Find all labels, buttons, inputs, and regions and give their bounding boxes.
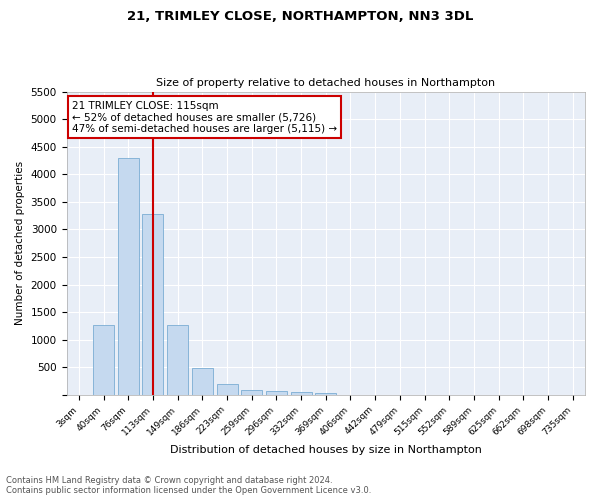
Bar bbox=[315, 392, 336, 395]
Text: Contains HM Land Registry data © Crown copyright and database right 2024.
Contai: Contains HM Land Registry data © Crown c… bbox=[6, 476, 371, 495]
Bar bbox=[241, 390, 262, 395]
Bar bbox=[290, 392, 311, 395]
Bar bbox=[118, 158, 139, 395]
Bar bbox=[192, 368, 213, 395]
Y-axis label: Number of detached properties: Number of detached properties bbox=[15, 161, 25, 326]
Bar bbox=[142, 214, 163, 395]
Bar bbox=[93, 326, 114, 395]
Bar bbox=[266, 392, 287, 395]
Bar bbox=[217, 384, 238, 395]
X-axis label: Distribution of detached houses by size in Northampton: Distribution of detached houses by size … bbox=[170, 445, 482, 455]
Text: 21 TRIMLEY CLOSE: 115sqm
← 52% of detached houses are smaller (5,726)
47% of sem: 21 TRIMLEY CLOSE: 115sqm ← 52% of detach… bbox=[72, 100, 337, 134]
Bar bbox=[167, 325, 188, 395]
Text: 21, TRIMLEY CLOSE, NORTHAMPTON, NN3 3DL: 21, TRIMLEY CLOSE, NORTHAMPTON, NN3 3DL bbox=[127, 10, 473, 23]
Title: Size of property relative to detached houses in Northampton: Size of property relative to detached ho… bbox=[156, 78, 496, 88]
